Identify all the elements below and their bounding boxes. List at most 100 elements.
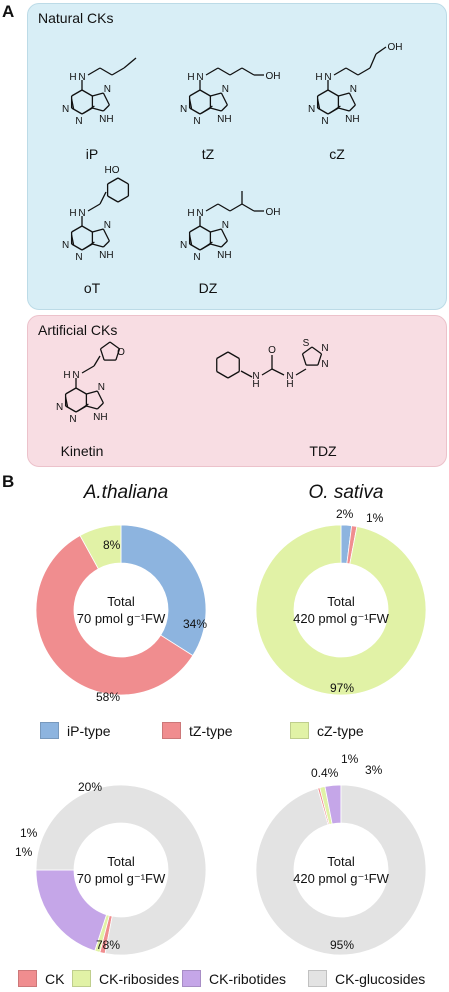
- benzene-bond: [117, 177, 129, 185]
- purine-bond: [189, 225, 201, 233]
- imidazole-bond: [210, 228, 222, 233]
- imidazole-bond: [102, 92, 110, 106]
- pct-label: 58%: [96, 690, 121, 704]
- nitrogen-label: N: [62, 104, 69, 115]
- double-bond: [329, 105, 341, 114]
- pct-label: 95%: [330, 938, 355, 952]
- imidazole-bond: [220, 104, 228, 112]
- double-bond: [83, 241, 95, 250]
- legend-cz-type: cZ-type: [290, 722, 364, 739]
- total-label: Total: [327, 594, 355, 609]
- purine-bond: [71, 225, 83, 233]
- imidazole-bond: [220, 228, 228, 242]
- double-bond: [188, 234, 193, 246]
- nitrogen-label: N: [222, 84, 229, 95]
- legend-ck-ribosides: CK-ribosides: [72, 970, 179, 987]
- double-bond: [70, 234, 75, 246]
- hydrogen-label: H: [69, 72, 76, 83]
- nitrogen-label: N: [62, 240, 69, 251]
- nitrogen-label: N: [321, 359, 328, 370]
- urea-bond: [295, 368, 307, 376]
- thiadiazole-bond: [311, 346, 322, 355]
- molecule-label-ot: oT: [83, 280, 101, 296]
- nitrogen-label: N: [196, 208, 203, 219]
- double-bond: [83, 105, 95, 114]
- amount-label: 70 pmol g⁻¹FW: [76, 871, 166, 886]
- nitrogen-label: N: [321, 116, 328, 127]
- thiadiazole-bond: [301, 353, 307, 366]
- benzene-bond: [117, 195, 129, 203]
- species-title-left: A.thaliana: [83, 482, 169, 503]
- species-title-right: O. sativa: [308, 482, 384, 503]
- chain-bond: [99, 191, 107, 205]
- hydrogen-label: H: [315, 72, 322, 83]
- imidazole-bond: [348, 104, 356, 112]
- amount-label: 420 pmol g⁻¹FW: [293, 611, 389, 626]
- chain-bond: [241, 67, 255, 76]
- double-bond: [201, 241, 213, 250]
- nitrogen-label: N: [78, 208, 85, 219]
- chain-bond: [93, 355, 101, 367]
- chain-bond: [217, 203, 231, 212]
- chain-bond: [205, 203, 219, 212]
- chain-bond: [111, 67, 125, 76]
- imidazole-bond: [220, 240, 228, 248]
- chain-bond: [345, 67, 359, 76]
- nh-label: NH: [345, 114, 359, 125]
- legend-label: CK-ribosides: [99, 970, 180, 987]
- imidazole-bond: [92, 92, 104, 97]
- chain-bond: [205, 67, 219, 76]
- imidazole-bond: [220, 92, 228, 106]
- imidazole-bond: [210, 243, 222, 248]
- amount-label: 70 pmol g⁻¹FW: [76, 611, 166, 626]
- nitrogen-label: N: [56, 402, 63, 413]
- furan-bond: [99, 348, 105, 361]
- nitrogen-label: N: [180, 104, 187, 115]
- legend-swatch: [162, 722, 181, 739]
- purine-bond: [199, 225, 211, 233]
- imidazole-bond: [210, 107, 222, 112]
- center-text-bottom-right: Total 420 pmol g⁻¹FW: [276, 853, 406, 887]
- nitrogen-label: N: [75, 116, 82, 127]
- molecule-label-cz: cZ: [329, 146, 345, 162]
- pct-label: 1%: [366, 511, 384, 525]
- pct-label: 0.4%: [311, 766, 339, 780]
- purine-bond: [199, 89, 211, 97]
- legend-label: iP-type: [67, 722, 111, 739]
- purine-bond: [317, 89, 329, 97]
- nh-label: NH: [99, 114, 113, 125]
- hydrogen-label: H: [252, 379, 259, 390]
- artificial-cks-box: Artificial CKs: [27, 315, 447, 467]
- natural-cks-title: Natural CKs: [38, 10, 114, 26]
- chain-bond: [369, 53, 377, 69]
- nitrogen-label: N: [180, 240, 187, 251]
- donut-slice-ip-type: [120, 524, 207, 657]
- phenyl-bond: [216, 351, 229, 360]
- donut-slice-tz-type: [35, 534, 194, 696]
- molecule-label-kinetin: Kinetin: [60, 443, 104, 459]
- pct-label: 3%: [365, 763, 383, 777]
- furan-bond: [100, 341, 111, 350]
- donut-slice-ck-glucosides: [255, 784, 427, 956]
- furan-bond: [115, 348, 121, 361]
- imidazole-bond: [92, 243, 104, 248]
- nitrogen-label: N: [324, 72, 331, 83]
- phenyl-bond: [227, 370, 240, 379]
- chain-bond: [229, 203, 243, 212]
- nitrogen-label: N: [222, 220, 229, 231]
- chain-bond: [333, 67, 347, 76]
- molecule-label-tdz: TDZ: [309, 443, 337, 459]
- nitrogen-label: N: [308, 104, 315, 115]
- chain-bond: [99, 67, 113, 76]
- urea-bond: [240, 370, 253, 378]
- purine-bond: [81, 225, 93, 233]
- legend-swatch: [72, 970, 91, 987]
- nitrogen-label: N: [98, 382, 105, 393]
- chain-bond: [229, 67, 243, 76]
- nh-label: NH: [99, 250, 113, 261]
- hydroxyl-label: OH: [266, 71, 281, 82]
- nitrogen-label: N: [252, 371, 259, 382]
- legend-label: cZ-type: [317, 722, 364, 739]
- nitrogen-label: N: [104, 84, 111, 95]
